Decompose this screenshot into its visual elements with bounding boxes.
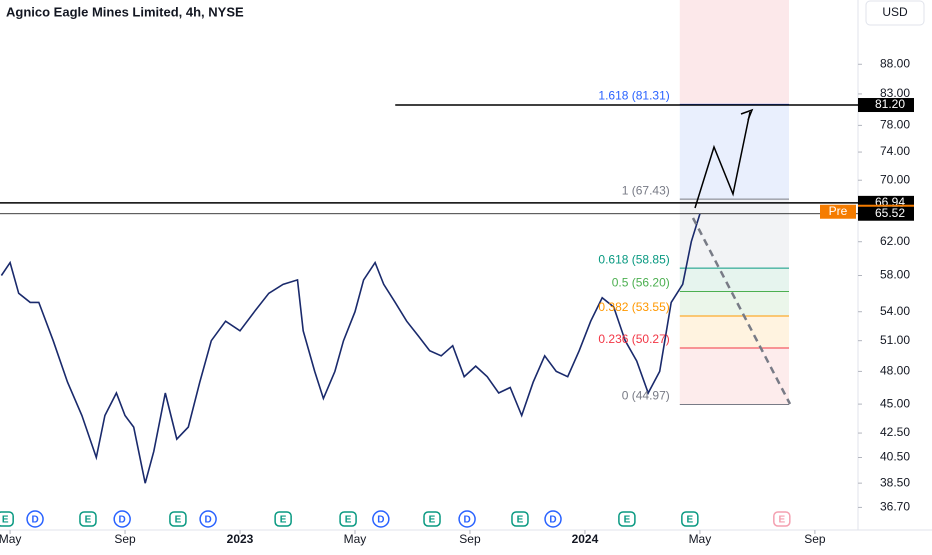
event-icon xyxy=(773,511,791,527)
fib-label: 0 (44.97) xyxy=(622,389,670,403)
price-tag xyxy=(858,206,914,221)
event-label: E xyxy=(280,515,287,526)
event-label: E xyxy=(687,515,694,526)
fib-zone xyxy=(679,199,790,269)
event-label: E xyxy=(778,515,785,526)
fib-label: 1.618 (81.31) xyxy=(598,89,669,103)
x-tick-label: 2024 xyxy=(572,532,599,546)
event-label: E xyxy=(429,515,436,526)
event-icon xyxy=(618,511,636,527)
event-icon xyxy=(26,510,44,528)
x-tick-label: May xyxy=(689,532,712,546)
chart-title: Agnico Eagle Mines Limited, 4h, NYSE xyxy=(6,4,244,19)
event-icon xyxy=(372,510,390,528)
y-tick-label: 83.00 xyxy=(880,86,910,100)
y-tick-label: 62.00 xyxy=(880,234,910,248)
price-tag xyxy=(858,98,914,113)
x-tick-label: May xyxy=(0,532,21,546)
event-label: D xyxy=(31,515,38,526)
projection-dashed xyxy=(691,217,792,405)
price-tag-label: 81.20 xyxy=(875,97,905,111)
currency-button[interactable] xyxy=(865,0,925,26)
event-label: D xyxy=(549,515,556,526)
fib-zone xyxy=(679,315,790,348)
event-label: D xyxy=(463,515,470,526)
x-tick-label: 2023 xyxy=(227,532,254,546)
x-tick-label: Sep xyxy=(114,532,136,546)
price-tag-badge-label: Pre xyxy=(829,204,848,218)
y-tick-label: 42.50 xyxy=(880,425,910,439)
x-tick-label: Sep xyxy=(804,532,826,546)
event-icon xyxy=(544,510,562,528)
fib-zone xyxy=(679,0,790,105)
y-tick-label: 74.00 xyxy=(880,144,910,158)
event-label: E xyxy=(624,515,631,526)
y-tick-label: 54.00 xyxy=(880,304,910,318)
fib-zone xyxy=(679,104,790,200)
event-icon xyxy=(113,510,131,528)
y-tick-label: 70.00 xyxy=(880,172,910,186)
fib-label: 0.236 (50.27) xyxy=(598,332,669,346)
y-tick-label: 51.00 xyxy=(880,333,910,347)
price-tag-label: 65.52 xyxy=(875,206,905,220)
y-tick-label: 48.00 xyxy=(880,364,910,378)
event-label: D xyxy=(377,515,384,526)
y-tick-label: 88.00 xyxy=(880,56,910,70)
x-tick-label: Sep xyxy=(459,532,481,546)
event-label: E xyxy=(85,515,92,526)
event-icon xyxy=(511,511,529,527)
fib-label: 1 (67.43) xyxy=(622,183,670,197)
y-tick-label: 40.50 xyxy=(880,450,910,464)
currency[interactable]: USD xyxy=(882,5,908,19)
event-label: E xyxy=(2,515,9,526)
y-tick-label: 78.00 xyxy=(880,118,910,132)
price-line xyxy=(0,213,701,484)
fib-label: 0.382 (53.55) xyxy=(598,300,669,314)
event-label: D xyxy=(204,515,211,526)
event-icon xyxy=(199,510,217,528)
price-tag-badge xyxy=(820,204,856,219)
y-tick-label: 45.00 xyxy=(880,396,910,410)
event-label: E xyxy=(345,515,352,526)
fib-label: 0.618 (58.85) xyxy=(598,252,669,266)
fib-zone xyxy=(679,268,790,292)
fib-zone xyxy=(679,347,790,405)
event-icon xyxy=(423,511,441,527)
event-icon xyxy=(79,511,97,527)
event-icon xyxy=(339,511,357,527)
event-icon xyxy=(169,511,187,527)
y-tick-label: 58.00 xyxy=(880,268,910,282)
event-label: E xyxy=(517,515,524,526)
projection-arrow xyxy=(694,111,751,209)
event-icon xyxy=(458,510,476,528)
event-label: D xyxy=(119,515,126,526)
event-icon xyxy=(681,511,699,527)
y-tick-label: 36.70 xyxy=(880,500,910,514)
event-icon xyxy=(274,511,292,527)
event-icon xyxy=(0,511,14,527)
arrow-head xyxy=(740,108,754,121)
event-label: E xyxy=(175,515,182,526)
y-tick-label: 38.50 xyxy=(880,475,910,489)
x-tick-label: May xyxy=(344,532,367,546)
fib-label: 0.5 (56.20) xyxy=(612,276,670,290)
